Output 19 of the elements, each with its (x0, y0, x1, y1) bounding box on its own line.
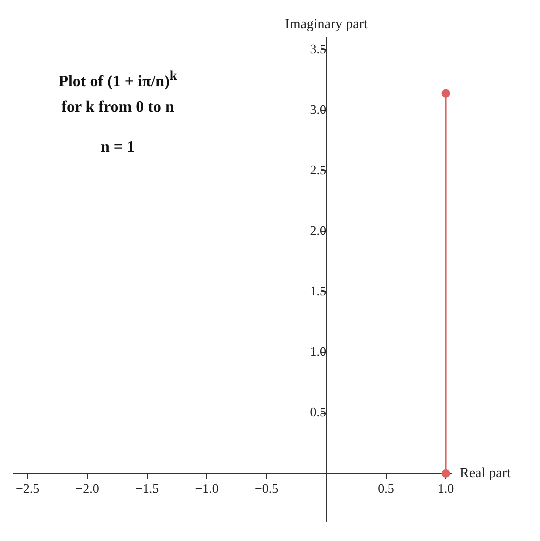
x-tick-label: 1.0 (438, 481, 454, 496)
text: Plot of (1 + iπ/n)$^{k}$ (58, 68, 178, 92)
y-tick-label: 1.0 (310, 344, 327, 360)
x-tick-label: −0.5 (255, 481, 279, 496)
x-tick-label: −2.0 (76, 481, 100, 496)
x-tick-label: −1.0 (195, 481, 219, 496)
y-tick-label: 3.5 (310, 42, 327, 57)
annotation: n = 1 (100, 139, 136, 158)
x-tick-label: −2.5 (16, 481, 40, 496)
y-tick-label: 2.0 (310, 223, 327, 238)
y-axis-title: Imaginary part (285, 18, 368, 33)
x-axis-title: Real part (460, 466, 512, 482)
text: for k from 0 to n (60, 99, 176, 118)
y-tick-label: 3.0 (310, 102, 327, 118)
y-tick-label: 1.5 (310, 284, 327, 299)
y-tick-label: 0.5 (310, 404, 327, 420)
x-tick-label: −1.5 (136, 481, 160, 496)
y-tick-label: 2.5 (310, 162, 327, 178)
x-tick-label: 0.5 (378, 481, 394, 496)
